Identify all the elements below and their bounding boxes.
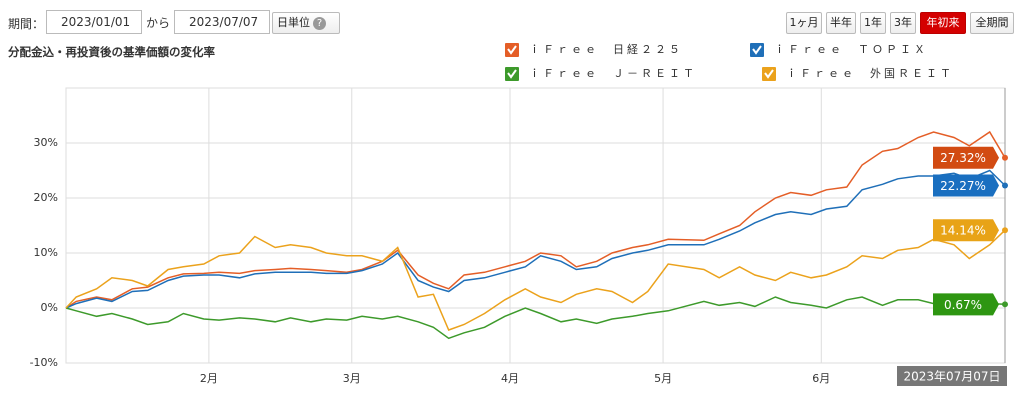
legend-label: ｉＦｒｅｅ 日経２２５ [529, 43, 683, 56]
value-label: 0.67% [944, 298, 982, 312]
y-tick-label: 10% [34, 246, 58, 259]
value-label: 14.14% [940, 224, 986, 238]
x-tick-label: 2月 [200, 372, 218, 385]
tooltip-box [897, 366, 1007, 386]
label-box [933, 146, 999, 169]
range-button[interactable]: 半年 [826, 12, 856, 34]
end-dot [1002, 227, 1008, 234]
legend-check [764, 69, 774, 79]
y-tick-label: 20% [34, 191, 58, 204]
legend-label: ｉＦｒｅｅ 外国ＲＥＩＴ [786, 67, 954, 80]
range-button[interactable]: 1ヶ月 [786, 12, 822, 34]
plot-border [65, 87, 1006, 364]
y-tick-label: 0% [41, 301, 58, 314]
unit-button[interactable]: 日単位? [272, 12, 340, 34]
x-tick-label: 4月 [501, 372, 519, 385]
start-date[interactable]: 2023/01/01 [46, 10, 142, 34]
range-button[interactable]: 3年 [890, 12, 916, 34]
legend-check [507, 45, 517, 55]
series-line [65, 229, 1006, 331]
end-dot [1002, 301, 1008, 308]
label-box [933, 293, 999, 316]
series-line [65, 169, 1006, 309]
value-label: 27.32% [940, 151, 986, 165]
legend-label: ｉＦｒｅｅ ＴＯＰＩＸ [774, 43, 928, 56]
unit-label: 日単位 [277, 16, 310, 29]
x-tick-label: 6月 [812, 372, 830, 385]
label-box [933, 174, 999, 197]
label-box [933, 219, 999, 242]
x-tick-label: 5月 [654, 372, 672, 385]
y-tick-label: -10% [30, 356, 58, 369]
legend-check [752, 45, 762, 55]
legend-check [507, 69, 517, 79]
chart-title: 分配金込・再投資後の基準価額の変化率 [8, 45, 215, 59]
end-dot [1002, 182, 1008, 189]
help-icon: ? [313, 17, 326, 30]
value-label: 22.27% [940, 179, 986, 193]
tooltip-date: 2023年07月07日 [903, 370, 1000, 384]
period-label: 期間： [8, 17, 45, 31]
range-button[interactable]: 年初来 [920, 12, 966, 34]
sep: から [146, 16, 171, 30]
end-date[interactable]: 2023/07/07 [174, 10, 270, 34]
x-tick-label: 3月 [343, 372, 361, 385]
range-button[interactable]: 1年 [860, 12, 886, 34]
legend-label: ｉＦｒｅｅ Ｊ－ＲＥＩＴ [529, 67, 697, 80]
series-line [65, 296, 1006, 340]
series-line [65, 130, 1006, 309]
y-tick-label: 30% [34, 136, 58, 149]
range-button[interactable]: 全期間 [970, 12, 1014, 34]
end-dot [1002, 154, 1008, 161]
